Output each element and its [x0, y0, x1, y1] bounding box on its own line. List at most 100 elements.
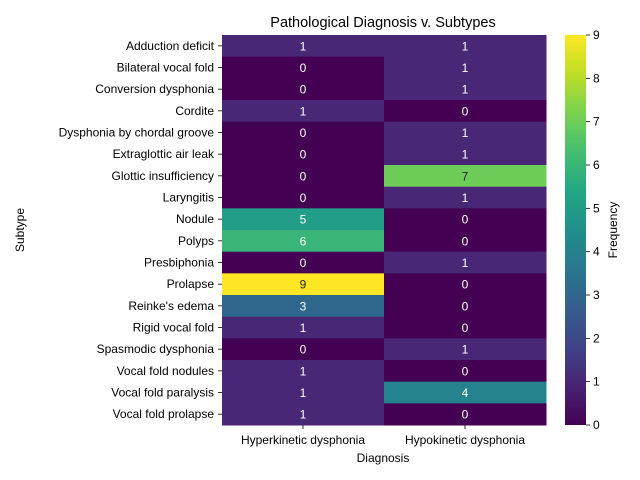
cell-value-label: 0	[462, 213, 469, 227]
y-tick-label: Reinke's edema	[128, 299, 214, 313]
y-tick-label: Presbiphonia	[144, 256, 214, 270]
y-tick-labels: Adduction deficit Bilateral vocal fold Con…	[59, 39, 222, 421]
heatmap-cell	[222, 360, 385, 383]
heatmap-cell	[222, 338, 385, 361]
colorbar-tick-label: 7	[593, 115, 600, 129]
y-tick-label: Vocal fold nodules	[117, 364, 214, 378]
cell-value-label: 0	[300, 83, 307, 97]
colorbar-tick-label: 2	[593, 331, 600, 345]
cell-value-label: 0	[300, 191, 307, 205]
heatmap-cell	[384, 273, 547, 296]
heatmap-cell	[384, 295, 547, 318]
y-tick-label: Dysphonia by chordal groove	[59, 126, 215, 140]
cell-value-label: 0	[462, 321, 469, 335]
colorbar	[565, 35, 586, 425]
heatmap-cell	[384, 121, 547, 144]
colorbar-tick-label: 1	[593, 375, 600, 389]
cell-value-label: 1	[300, 386, 307, 400]
cell-value-label: 1	[462, 191, 469, 205]
heatmap-cell	[384, 143, 547, 166]
heatmap-cells: 1 1 0 1 0 1 1 0 0 1 0 1 0 7 0 1 5 0 6 0 0 1 9 0 3 0 1 0 0 1 1 0 1 4 1 0	[222, 35, 547, 426]
cell-value-label: 0	[300, 169, 307, 183]
cell-value-label: 1	[462, 148, 469, 162]
heatmap-cell	[384, 251, 547, 274]
cell-value-label: 1	[462, 39, 469, 53]
cell-value-label: 3	[300, 299, 307, 313]
heatmap-cell	[222, 121, 385, 144]
heatmap-cell	[384, 338, 547, 361]
x-axis-label: Diagnosis	[357, 451, 410, 465]
y-tick-label: Spasmodic dysphonia	[97, 342, 215, 356]
y-tick-label: Nodule	[176, 212, 214, 226]
y-tick-label: Laryngitis	[163, 191, 214, 205]
colorbar-tick-label: 4	[593, 245, 600, 259]
heatmap-cell	[222, 273, 385, 296]
cell-value-label: 0	[300, 126, 307, 140]
cell-value-label: 0	[462, 104, 469, 118]
heatmap-cell	[384, 186, 547, 209]
y-tick-label: Extraglottic air leak	[113, 147, 215, 161]
cell-value-label: 0	[300, 343, 307, 357]
y-tick-label: Polyps	[178, 234, 214, 248]
colorbar-tick-label: 8	[593, 71, 600, 85]
y-tick-label: Prolapse	[167, 277, 215, 291]
heatmap-cell	[222, 56, 385, 79]
colorbar-tick-label: 5	[593, 201, 600, 215]
cell-value-label: 0	[300, 148, 307, 162]
heatmap-cell	[384, 208, 547, 231]
cell-value-label: 4	[462, 386, 469, 400]
heatmap-cell	[384, 78, 547, 101]
heatmap-cell	[222, 316, 385, 339]
y-tick-label: Rigid vocal fold	[133, 321, 214, 335]
cell-value-label: 6	[300, 234, 307, 248]
heatmap-cell	[222, 403, 385, 426]
y-tick-label: Vocal fold prolapse	[113, 407, 215, 421]
cell-value-label: 1	[300, 408, 307, 422]
cell-value-label: 0	[462, 408, 469, 422]
x-tick-label: Hypokinetic dysphonia	[405, 433, 525, 447]
y-tick-label: Vocal fold paralysis	[111, 386, 214, 400]
heatmap-cell	[222, 143, 385, 166]
cell-value-label: 9	[300, 278, 307, 292]
cell-value-label: 5	[300, 213, 307, 227]
colorbar-tick-label: 9	[593, 28, 600, 42]
x-tick-label: Hyperkinetic dysphonia	[241, 433, 365, 447]
heatmap-cell	[384, 403, 547, 426]
cell-value-label: 0	[300, 256, 307, 270]
heatmap-cell	[222, 381, 385, 404]
heatmap-cell	[222, 251, 385, 274]
cell-value-label: 1	[462, 256, 469, 270]
heatmap-cell	[222, 165, 385, 188]
heatmap-cell	[384, 100, 547, 123]
colorbar-tick-label: 3	[593, 288, 600, 302]
chart-title: Pathological Diagnosis v. Subtypes	[270, 15, 495, 31]
x-tick-labels: Hyperkinetic dysphonia Hypokinetic dyspho…	[241, 425, 525, 447]
y-axis-label: Subtype	[13, 208, 27, 252]
heatmap-cell	[222, 208, 385, 231]
heatmap-cell	[222, 100, 385, 123]
heatmap-cell	[222, 295, 385, 318]
y-tick-label: Bilateral vocal fold	[117, 61, 214, 75]
heatmap-cell	[384, 56, 547, 79]
cell-value-label: 0	[462, 299, 469, 313]
cell-value-label: 1	[462, 126, 469, 140]
cell-value-label: 1	[300, 321, 307, 335]
heatmap-cell	[222, 230, 385, 253]
cell-value-label: 0	[300, 61, 307, 75]
heatmap-cell	[384, 165, 547, 188]
heatmap-cell	[384, 316, 547, 339]
y-tick-label: Conversion dysphonia	[95, 82, 214, 96]
cell-value-label: 0	[462, 364, 469, 378]
cell-value-label: 0	[462, 278, 469, 292]
y-tick-label: Adduction deficit	[126, 39, 215, 53]
heatmap-cell	[222, 78, 385, 101]
cell-value-label: 7	[462, 169, 469, 183]
colorbar-ticks: 0 1 2 3 4 5 6 7 8 9	[586, 28, 600, 432]
colorbar-label: Frequency	[606, 202, 620, 259]
cell-value-label: 1	[462, 83, 469, 97]
heatmap-cell	[384, 230, 547, 253]
heatmap-cell	[222, 35, 385, 58]
cell-value-label: 1	[300, 39, 307, 53]
heatmap-cell	[384, 35, 547, 58]
